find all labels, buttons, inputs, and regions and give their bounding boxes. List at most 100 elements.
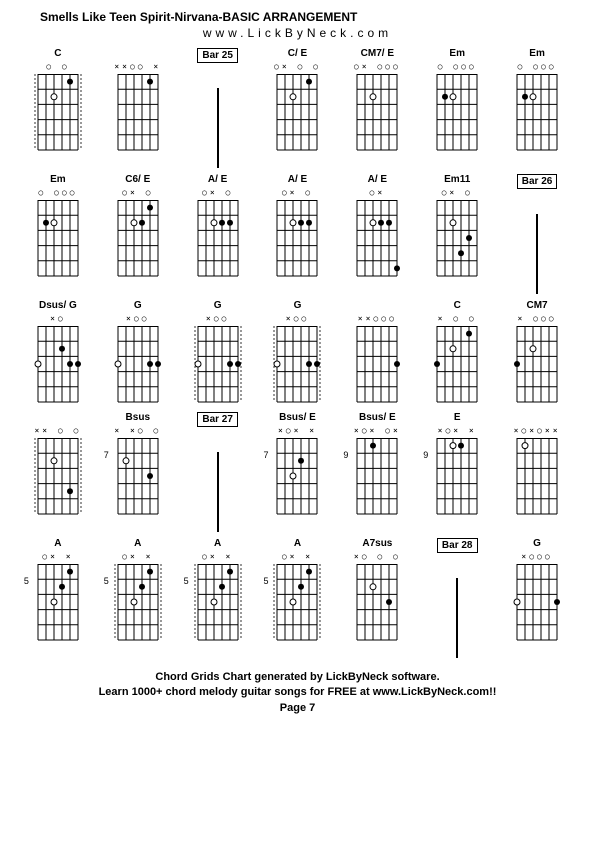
bar-marker: Bar 28 xyxy=(419,538,495,658)
string-indicators: ○ ○○○ xyxy=(518,62,557,72)
chord-diagram: Bsus/ E×○× × 7 xyxy=(260,412,336,532)
string-indicators: ×○○ xyxy=(206,314,229,324)
fret-number: 9 xyxy=(343,450,348,460)
chord-diagram: ××○○○ xyxy=(339,300,415,406)
fret-number: 9 xyxy=(423,450,428,460)
chord-label: G xyxy=(214,300,222,314)
string-indicators: ○× × xyxy=(202,552,233,562)
bar-divider-line xyxy=(536,214,538,294)
chord-diagram: E×○× ×9 xyxy=(419,412,495,532)
chord-label: Em xyxy=(50,174,66,188)
string-indicators: ×○×○×× xyxy=(514,426,561,436)
chord-label: C6/ E xyxy=(125,174,150,188)
fretboard xyxy=(513,74,561,154)
chord-label: A xyxy=(294,538,301,552)
chord-diagram: CM7 × ○○○ xyxy=(499,300,575,406)
bar-label: Bar 25 xyxy=(197,48,238,63)
chord-label: A/ E xyxy=(208,174,227,188)
fretboard xyxy=(34,438,82,518)
string-indicators: ×○× × xyxy=(438,426,477,436)
fretboard xyxy=(353,564,401,644)
fret-number: 7 xyxy=(263,450,268,460)
chord-diagram: ××○○ × xyxy=(100,48,176,168)
string-indicators: ○ ○ xyxy=(46,62,69,72)
chord-diagram: A7sus×○ ○ ○ xyxy=(339,538,415,658)
fretboard: 5 xyxy=(273,564,321,644)
fretboard xyxy=(34,326,82,406)
chord-label: CM7/ E xyxy=(361,48,394,62)
chord-label: Bsus/ E xyxy=(279,412,316,426)
string-indicators: ○× × xyxy=(42,552,73,562)
string-indicators: ×× ○ ○ xyxy=(34,426,81,436)
string-indicators: ○ ○○○ xyxy=(38,188,77,198)
chord-diagram: C/ E○× ○ ○ xyxy=(260,48,336,168)
chord-label: C/ E xyxy=(288,48,307,62)
fretboard: 9 xyxy=(433,438,481,518)
chord-label: G xyxy=(134,300,142,314)
chord-label: Em11 xyxy=(444,174,470,188)
fretboard xyxy=(433,326,481,406)
fretboard xyxy=(194,326,242,406)
bar-label: Bar 28 xyxy=(437,538,478,553)
fretboard: 5 xyxy=(114,564,162,644)
chord-diagram: G ×○○○ xyxy=(499,538,575,658)
chord-diagram: A/ E○× ○ xyxy=(180,174,256,294)
string-indicators: × ○○○ xyxy=(518,314,557,324)
fret-number: 5 xyxy=(184,576,189,586)
string-indicators: ○× ○ xyxy=(122,188,153,198)
string-indicators: ○× × xyxy=(122,552,153,562)
string-indicators: ×○ xyxy=(50,314,66,324)
chord-diagram: Em○ ○○○ xyxy=(419,48,495,168)
fretboard xyxy=(513,564,561,644)
bar-divider-line xyxy=(217,88,219,168)
string-indicators: ○ ○○○ xyxy=(438,62,477,72)
string-indicators: ○× ○ ○ xyxy=(274,62,321,72)
string-indicators: × ○ ○ xyxy=(438,314,477,324)
chord-diagram: Em○ ○○○ xyxy=(20,174,96,294)
chord-diagram: Em○ ○○○ xyxy=(499,48,575,168)
string-indicators: ○× ○ xyxy=(202,188,233,198)
fretboard xyxy=(353,326,401,406)
chord-diagram: Dsus/ G ×○ xyxy=(20,300,96,406)
fretboard xyxy=(273,74,321,154)
fretboard: 9 xyxy=(353,438,401,518)
fretboard xyxy=(34,200,82,280)
chord-diagram: A○× ×5 xyxy=(180,538,256,658)
chord-label: C xyxy=(454,300,461,314)
bar-marker: Bar 25 xyxy=(180,48,256,168)
chord-diagram: C○ ○ xyxy=(20,48,96,168)
string-indicators: × ×○ ○ xyxy=(114,426,161,436)
chord-label: G xyxy=(533,538,541,552)
string-indicators: ××○○ × xyxy=(114,62,161,72)
chord-label: CM7 xyxy=(527,300,548,314)
string-indicators: ×○× × xyxy=(278,426,317,436)
bar-divider-line xyxy=(456,578,458,658)
footer-line3: Page 7 xyxy=(10,701,585,716)
chord-diagram: G ×○○ xyxy=(100,300,176,406)
bar-marker: Bar 26 xyxy=(499,174,575,294)
fretboard xyxy=(513,326,561,406)
fretboard xyxy=(353,74,401,154)
chord-label: Em xyxy=(529,48,545,62)
chord-label: A7sus xyxy=(362,538,392,552)
chord-diagram: G ×○○ xyxy=(260,300,336,406)
footer: Chord Grids Chart generated by LickByNec… xyxy=(10,670,585,716)
chord-label: A/ E xyxy=(368,174,387,188)
bar-divider-line xyxy=(217,452,219,532)
bar-label: Bar 27 xyxy=(197,412,238,427)
string-indicators: ×○ ○ ○ xyxy=(354,552,401,562)
chord-diagram: G ×○○ xyxy=(180,300,256,406)
fretboard xyxy=(114,200,162,280)
fretboard: 5 xyxy=(34,564,82,644)
chord-label: A/ E xyxy=(288,174,307,188)
fret-number: 5 xyxy=(104,576,109,586)
fretboard xyxy=(513,438,561,518)
chord-diagram: ×× ○ ○ xyxy=(20,412,96,532)
chord-diagram: A○× × 5 xyxy=(260,538,336,658)
chord-diagram: A/ E○× xyxy=(339,174,415,294)
fretboard: 7 xyxy=(114,438,162,518)
fretboard xyxy=(353,200,401,280)
string-indicators: ○× × xyxy=(282,552,313,562)
fretboard xyxy=(34,74,82,154)
string-indicators: ××○○○ xyxy=(358,314,397,324)
